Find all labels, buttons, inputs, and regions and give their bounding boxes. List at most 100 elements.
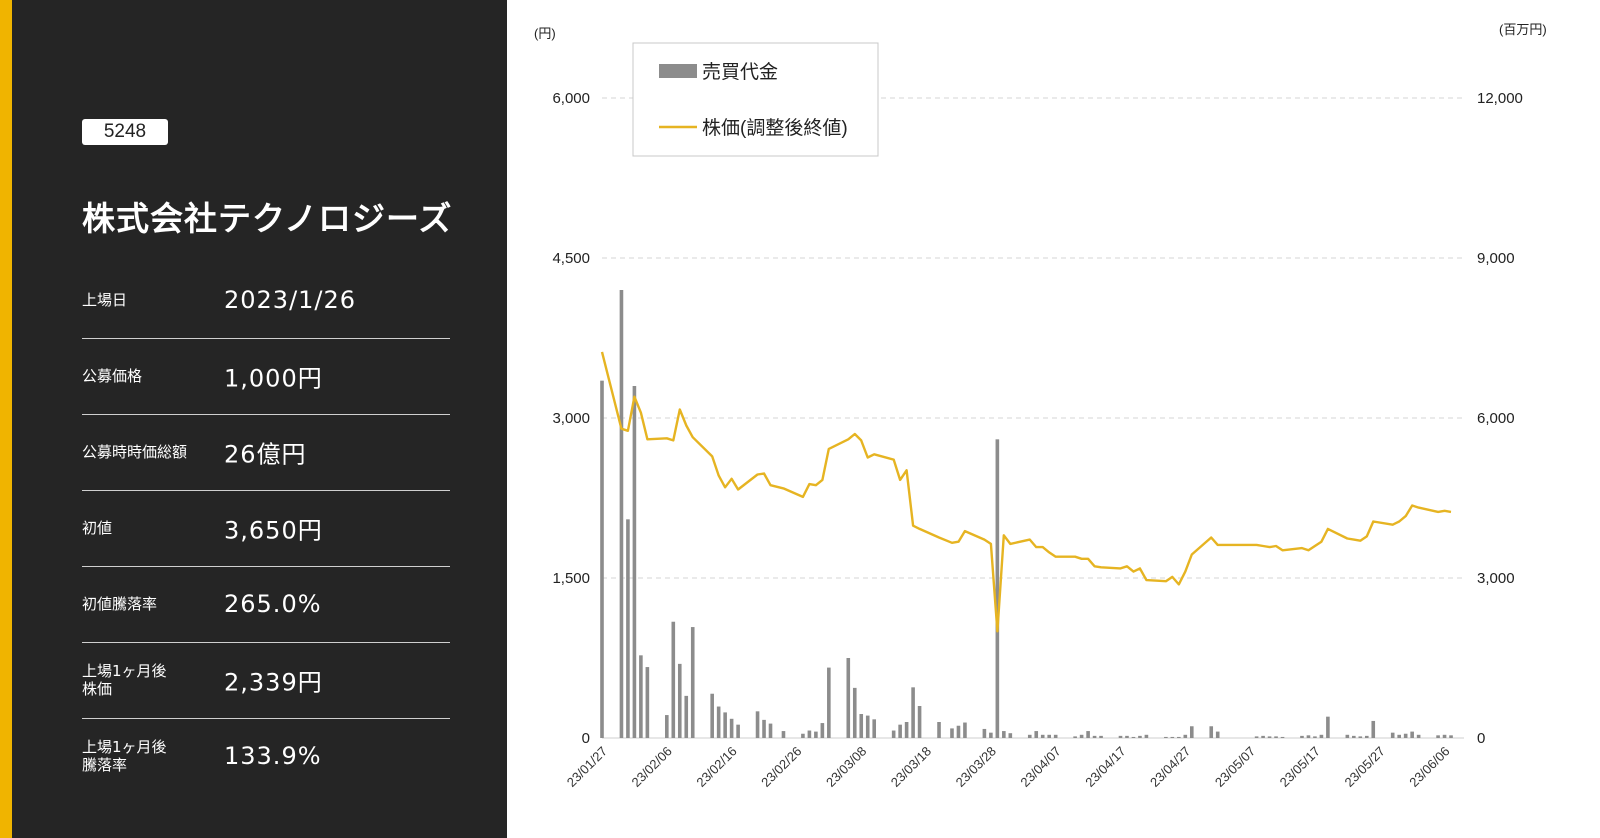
volume-bar <box>1144 734 1149 738</box>
x-tick-label: 23/05/07 <box>1212 744 1258 790</box>
volume-bar <box>1215 731 1220 738</box>
volume-bar <box>684 695 689 738</box>
x-tick-label: 23/02/06 <box>629 744 675 790</box>
volume-bar <box>1131 736 1136 738</box>
volume-bar <box>904 722 909 738</box>
volume-bar <box>989 732 993 738</box>
x-tick-label: 23/06/06 <box>1406 744 1452 790</box>
info-row: 上場1ヶ月後 株価 2,339円 <box>82 642 450 719</box>
volume-bar <box>1306 735 1311 738</box>
volume-bar <box>710 693 714 738</box>
volume-bar <box>1371 720 1376 738</box>
volume-bar <box>1164 736 1168 738</box>
volume-bar <box>729 718 734 738</box>
volume-bar <box>956 725 961 738</box>
volume-bar <box>891 730 896 738</box>
info-row: 公募時時価総額 26億円 <box>82 414 450 491</box>
volume-bar <box>1358 736 1363 738</box>
right-tick-label: 3,000 <box>1477 570 1515 587</box>
volume-bar <box>1436 735 1440 738</box>
volume-bar <box>1118 735 1123 738</box>
x-tick-label: 23/05/27 <box>1341 744 1387 790</box>
volume-bar <box>846 658 851 738</box>
info-row: 上場日 2023/1/26 <box>82 262 450 339</box>
legend-bar-swatch <box>659 64 697 78</box>
x-tick-label: 23/04/17 <box>1082 744 1128 790</box>
info-row-value: 3,650円 <box>224 516 323 545</box>
volume-bar <box>1008 733 1013 738</box>
x-tick-label: 23/05/17 <box>1277 744 1323 790</box>
volume-bar <box>1416 734 1421 738</box>
volume-bar <box>1125 735 1129 738</box>
volume-bar <box>1319 734 1324 738</box>
info-row-value: 1,000円 <box>224 364 323 393</box>
volume-bar <box>639 655 643 738</box>
x-tick-label: 23/02/26 <box>758 744 804 790</box>
volume-bar <box>736 724 740 738</box>
info-row: 初値騰落率 265.0% <box>82 566 450 643</box>
volume-bar <box>665 715 669 738</box>
volume-bar <box>807 730 812 738</box>
volume-bar <box>1138 735 1142 738</box>
volume-bar <box>898 724 902 738</box>
ticker-badge: 5248 <box>82 119 168 145</box>
legend-label-price: 株価(調整後終値) <box>702 117 848 139</box>
accent-stripe <box>0 0 12 838</box>
right-tick-label: 12,000 <box>1477 90 1523 107</box>
volume-bar <box>1326 716 1330 738</box>
volume-bar <box>1410 731 1414 738</box>
info-row: 上場1ヶ月後 騰落率 133.9% <box>82 718 450 794</box>
volume-bar <box>1442 734 1447 738</box>
volume-bar <box>1086 731 1090 738</box>
volume-bar <box>768 723 773 738</box>
x-tick-label: 23/01/27 <box>564 744 610 790</box>
volume-bar <box>1313 736 1317 738</box>
volume-bar <box>716 706 721 738</box>
legend-label-volume: 売買代金 <box>702 61 778 83</box>
left-tick-label: 4,500 <box>552 250 590 267</box>
volume-bar <box>781 731 786 738</box>
volume-bar <box>1092 735 1097 738</box>
volume-bar <box>1345 734 1350 738</box>
info-row: 公募価格 1,000円 <box>82 338 450 415</box>
left-tick-label: 3,000 <box>552 410 590 427</box>
x-tick-label: 23/03/28 <box>953 744 999 790</box>
volume-bar <box>852 687 857 738</box>
volume-bar <box>911 687 915 738</box>
volume-bar <box>755 711 760 738</box>
volume-bar <box>632 386 637 738</box>
volume-bar <box>801 733 805 738</box>
info-row-value: 2023/1/26 <box>224 286 357 314</box>
x-tick-label: 23/03/08 <box>823 744 869 790</box>
volume-bar <box>1034 731 1039 738</box>
info-panel: 5248 株式会社テクノロジーズ 上場日 2023/1/26 公募価格 1,000円公… <box>12 0 507 838</box>
info-row-value: 133.9% <box>224 742 322 770</box>
volume-bar <box>1390 732 1395 738</box>
volume-bar <box>1274 736 1278 738</box>
info-row: 初値 3,650円 <box>82 490 450 567</box>
volume-bar <box>995 439 1000 738</box>
volume-bar <box>1002 731 1006 738</box>
volume-bar <box>865 715 870 738</box>
info-row-value: 2,339円 <box>224 668 323 697</box>
volume-bar <box>827 667 831 738</box>
volume-bar <box>690 627 695 738</box>
volume-bar <box>1261 735 1265 738</box>
info-row-value: 26億円 <box>224 440 307 469</box>
volume-bar <box>1352 735 1356 738</box>
volume-bar <box>1403 733 1408 738</box>
volume-bar <box>1183 734 1188 738</box>
left-tick-label: 0 <box>582 730 590 747</box>
left-tick-label: 6,000 <box>552 90 590 107</box>
volume-bar <box>1449 735 1453 738</box>
volume-bar <box>1397 734 1401 738</box>
volume-bar <box>671 621 676 738</box>
x-tick-label: 23/04/27 <box>1147 744 1193 790</box>
volume-bar <box>859 714 864 738</box>
volume-bar <box>723 712 727 738</box>
volume-bar <box>1280 736 1285 738</box>
volume-bar <box>626 519 630 738</box>
volume-bar <box>814 731 818 738</box>
info-row-label: 初値騰落率 <box>82 595 158 613</box>
